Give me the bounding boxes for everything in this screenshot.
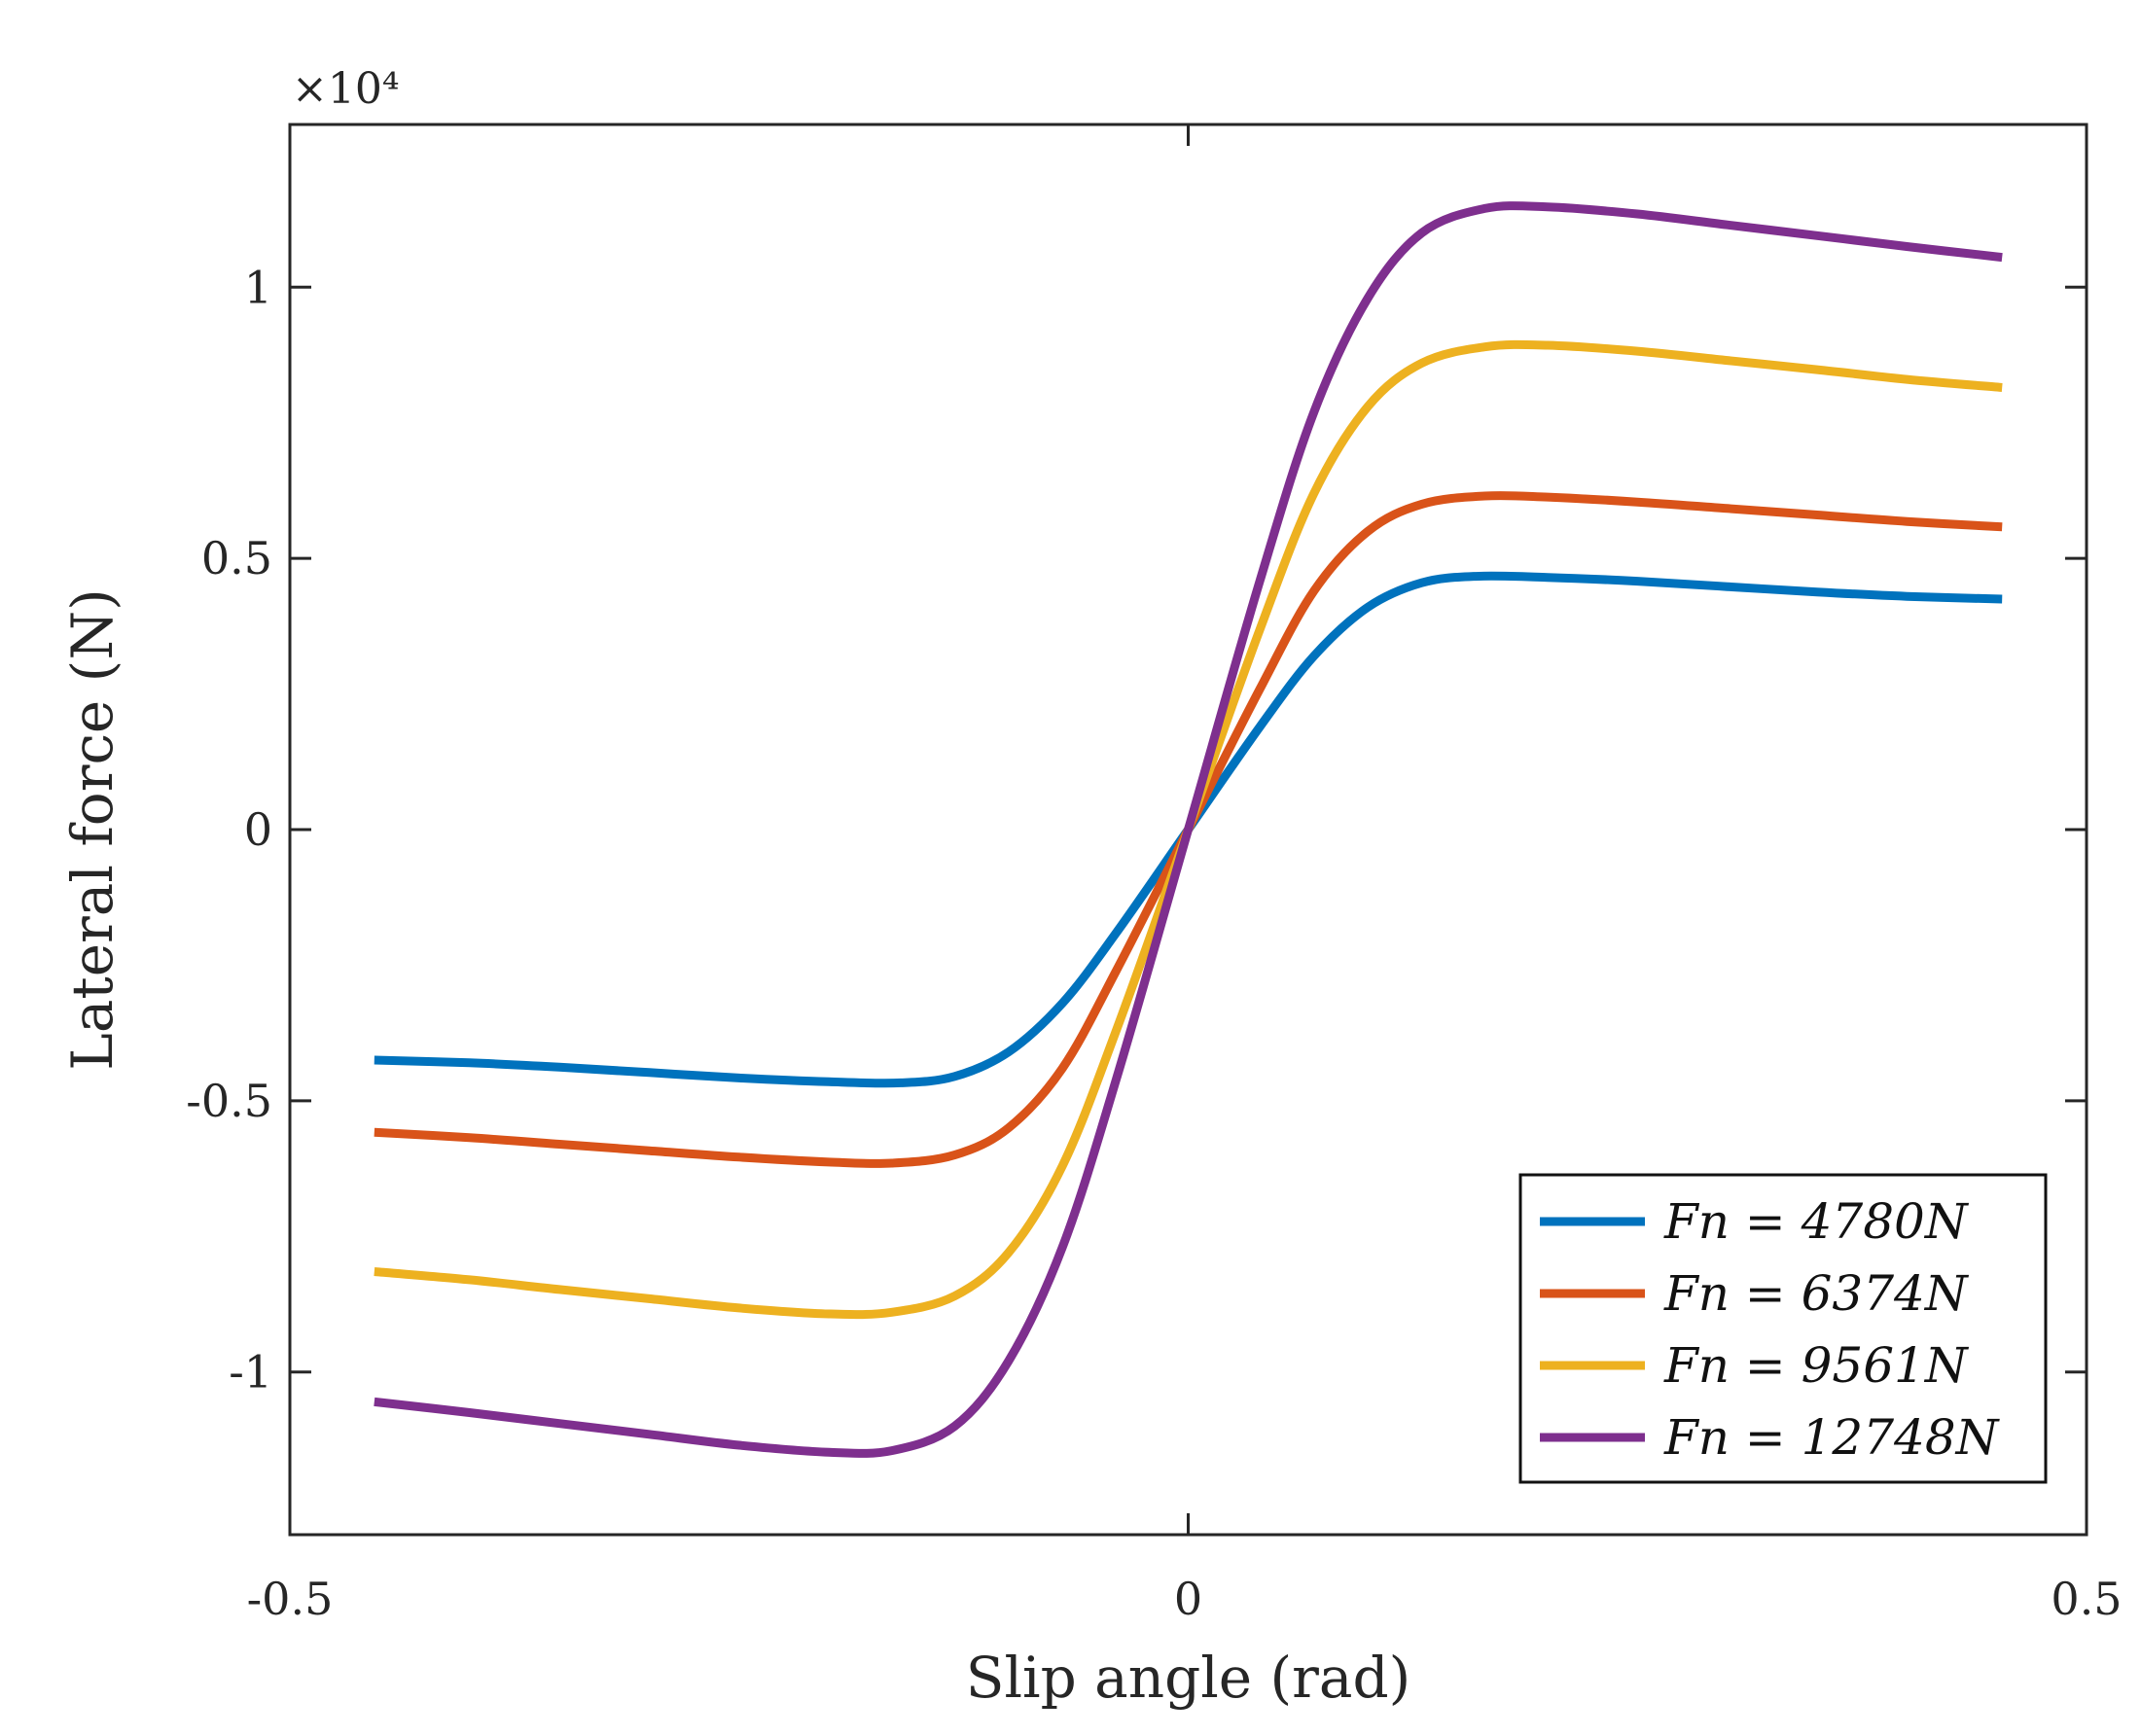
plot-layer [374, 201, 2003, 1458]
legend-items: Fn = 4780N Fn = 6374N Fn = 9561N Fn = 12748… [1540, 1193, 2001, 1466]
y-tick-label: 0 [244, 803, 272, 856]
legend-label-2: Fn = 6374N [1663, 1265, 1970, 1322]
legend: Fn = 4780N Fn = 6374N Fn = 9561N Fn = 12748… [1518, 1173, 2048, 1484]
x-tick-label: -0.5 [247, 1573, 334, 1625]
ticks-layer: -0.5 0 0.5 -1 -0.5 0 0.5 1 [186, 124, 2123, 1625]
y-tick-label: -1 [229, 1346, 272, 1399]
legend-box [1518, 1173, 2048, 1484]
x-tick-label: 0 [1174, 1573, 1202, 1625]
y-axis-title: Lateral force (N) [59, 588, 125, 1070]
y-tick-label: -0.5 [186, 1075, 272, 1127]
y-axis-exponent: ×10⁴ [292, 64, 400, 114]
series-line-4 [374, 201, 2003, 1458]
legend-label-1: Fn = 4780N [1663, 1193, 1970, 1250]
legend-label-4: Fn = 12748N [1663, 1409, 2001, 1466]
x-axis-title: Slip angle (rad) [966, 1645, 1410, 1711]
y-tick-label: 0.5 [201, 532, 272, 585]
x-tick-label: 0.5 [2051, 1573, 2122, 1625]
legend-label-3: Fn = 9561N [1663, 1337, 1970, 1394]
y-tick-label: 1 [244, 261, 272, 313]
